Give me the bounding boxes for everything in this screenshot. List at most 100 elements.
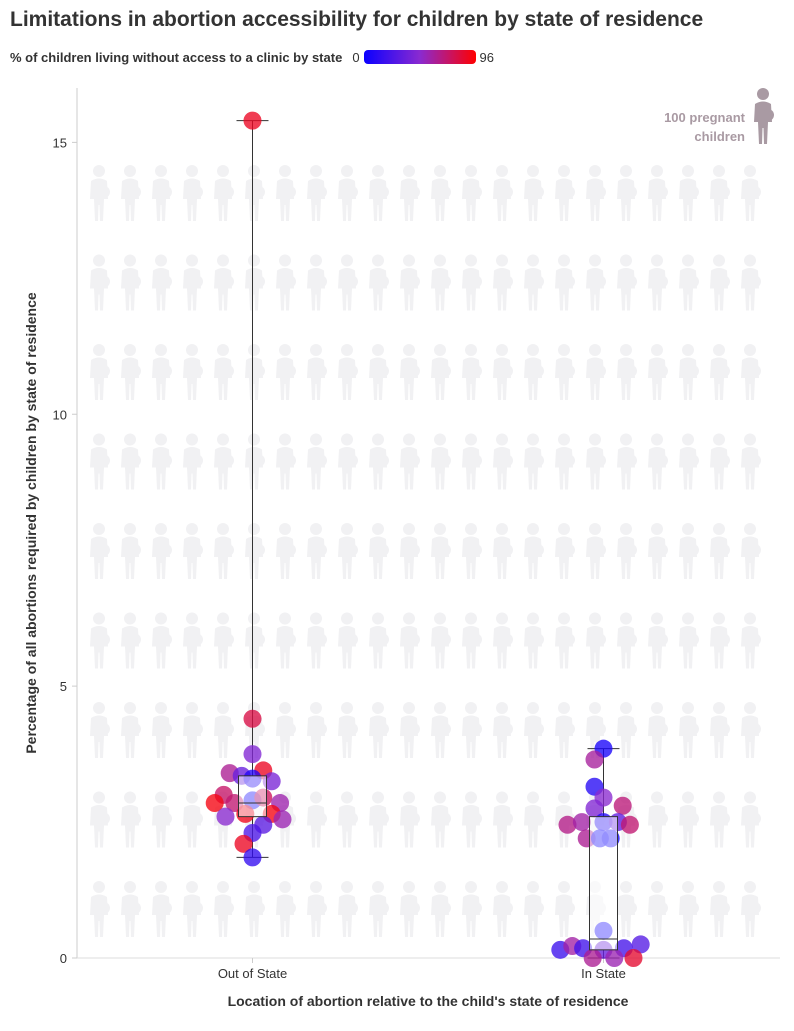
background-child-icon	[276, 612, 296, 669]
background-child-icon	[245, 254, 265, 311]
background-child-icon	[121, 254, 141, 311]
background-child-icon	[152, 523, 172, 579]
background-child-icon	[617, 433, 637, 490]
data-point[interactable]	[273, 810, 292, 829]
data-point[interactable]	[585, 750, 604, 769]
background-child-icon	[586, 612, 606, 669]
background-child-icon	[462, 791, 482, 848]
background-child-icon	[741, 344, 761, 400]
background-child-icon	[648, 523, 668, 579]
data-point[interactable]	[205, 794, 224, 813]
color-legend: % of children living without access to a…	[10, 48, 494, 66]
data-point[interactable]	[583, 949, 602, 967]
background-child-icon	[524, 433, 544, 490]
data-point[interactable]	[613, 796, 632, 815]
data-point[interactable]	[216, 807, 235, 826]
background-child-icon	[493, 433, 513, 490]
background-child-icon	[710, 791, 730, 848]
background-child-icon	[524, 612, 544, 669]
background-child-icon	[307, 433, 327, 490]
background-child-icon	[152, 702, 172, 758]
background-child-icon	[183, 523, 203, 579]
data-point[interactable]	[631, 935, 650, 954]
y-tick-label: 0	[60, 951, 67, 966]
background-child-icon	[462, 344, 482, 400]
background-child-icon	[586, 165, 606, 221]
background-child-icon	[741, 165, 761, 221]
background-child-icon	[586, 433, 606, 490]
background-child-icon	[524, 791, 544, 848]
background-child-icon	[493, 612, 513, 669]
annotation-line-1: 100 pregnant	[664, 110, 746, 125]
background-child-icon	[338, 344, 358, 400]
background-child-icon	[524, 523, 544, 579]
background-child-icon	[90, 702, 110, 758]
background-child-icon	[648, 254, 668, 311]
background-child-icon	[648, 881, 668, 937]
background-child-icon	[617, 344, 637, 400]
background-child-icon	[400, 791, 420, 848]
background-child-icon	[555, 254, 575, 311]
background-child-icon	[152, 433, 172, 490]
background-child-icon	[152, 612, 172, 669]
legend-min-label: 0	[352, 49, 360, 65]
background-child-icon	[90, 165, 110, 221]
data-point[interactable]	[620, 815, 639, 834]
background-child-icon	[369, 165, 389, 221]
data-point[interactable]	[624, 949, 643, 967]
background-child-icon	[462, 165, 482, 221]
background-child-icon	[462, 254, 482, 311]
background-child-icon	[369, 523, 389, 579]
background-child-icon	[121, 344, 141, 400]
data-point[interactable]	[243, 745, 262, 764]
data-point[interactable]	[605, 949, 624, 967]
background-child-icon	[245, 165, 265, 221]
scale-annotation: 100 pregnant children	[664, 88, 774, 144]
chart-title: Limitations in abortion accessibility fo…	[10, 8, 704, 31]
data-point[interactable]	[262, 772, 281, 791]
background-child-icon	[183, 433, 203, 490]
background-child-icon	[369, 612, 389, 669]
background-child-icon	[493, 791, 513, 848]
background-child-icon	[462, 433, 482, 490]
background-child-icon	[555, 165, 575, 221]
background-child-icon	[555, 702, 575, 758]
data-point[interactable]	[572, 813, 591, 832]
background-child-icon	[214, 881, 234, 937]
background-child-icon	[121, 612, 141, 669]
data-point[interactable]	[585, 799, 604, 818]
background-child-icon	[524, 702, 544, 758]
background-child-icon	[183, 344, 203, 400]
background-child-icon	[214, 344, 234, 400]
background-child-icon	[493, 523, 513, 579]
data-point[interactable]	[243, 709, 262, 728]
background-child-icon	[400, 165, 420, 221]
x-tick-label: Out of State	[218, 966, 287, 981]
data-points	[205, 111, 650, 967]
background-child-icon	[741, 612, 761, 669]
background-child-icon	[741, 523, 761, 579]
background-child-icon	[555, 523, 575, 579]
background-child-icon	[710, 165, 730, 221]
background-child-icon	[369, 344, 389, 400]
background-child-icon	[648, 612, 668, 669]
data-point[interactable]	[243, 848, 262, 867]
background-child-icon	[245, 433, 265, 490]
background-child-icon	[121, 433, 141, 490]
data-point[interactable]	[558, 815, 577, 834]
background-child-icon	[400, 344, 420, 400]
data-point[interactable]	[234, 834, 253, 853]
background-child-icon	[369, 881, 389, 937]
background-child-icon	[524, 344, 544, 400]
y-axis: 0 5 10 15	[53, 88, 78, 966]
background-child-icon	[152, 344, 172, 400]
background-child-icon	[648, 791, 668, 848]
background-child-icon	[679, 433, 699, 490]
x-axis-title: Location of abortion relative to the chi…	[228, 993, 629, 1009]
data-point[interactable]	[243, 111, 262, 130]
background-child-icon	[493, 165, 513, 221]
background-child-icon	[679, 702, 699, 758]
background-child-icon	[617, 612, 637, 669]
background-child-icon	[338, 791, 358, 848]
